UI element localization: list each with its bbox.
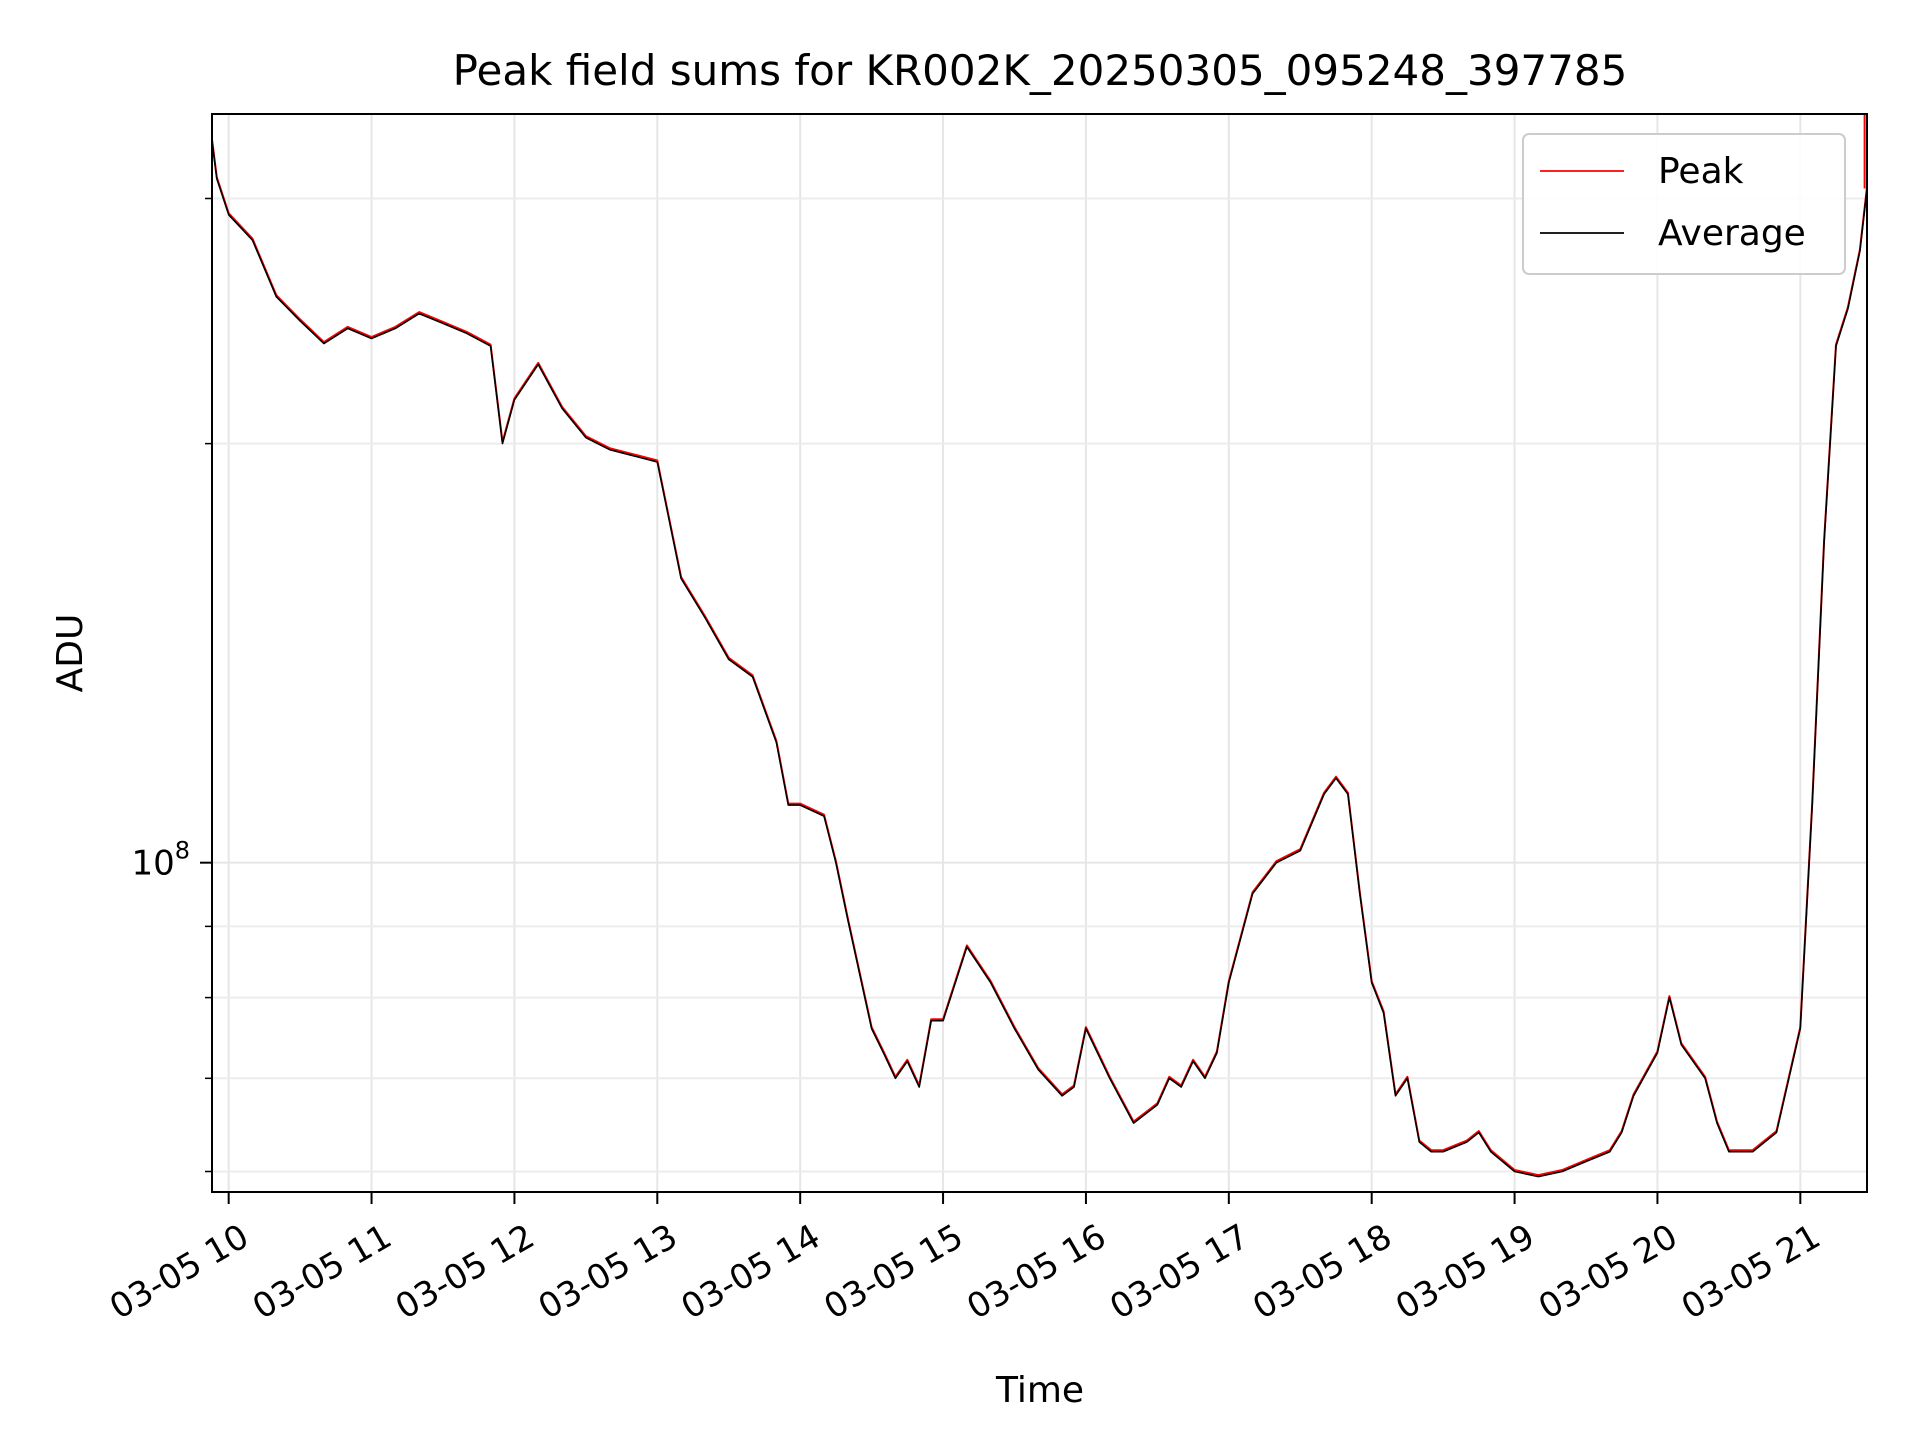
y-tick-label: 108: [131, 837, 190, 884]
series-lines: [211, 114, 1868, 1178]
plot-frame: [211, 113, 1868, 1193]
legend: Peak Average: [1522, 133, 1846, 275]
y-axis-label: ADU: [50, 614, 91, 693]
y-axis-ticks: 108: [131, 197, 212, 1173]
legend-label-average: Average: [1658, 213, 1806, 254]
series-line-average: [211, 140, 1868, 1178]
chart-title: Peak field sums for KR002K_20250305_0952…: [453, 46, 1628, 95]
x-axis-label: Time: [995, 1370, 1084, 1411]
y-tick-label-exponent: 8: [175, 837, 190, 865]
y-tick-label-base: 10: [131, 844, 174, 884]
legend-label-peak: Peak: [1658, 151, 1744, 192]
legend-box: [1522, 133, 1846, 275]
